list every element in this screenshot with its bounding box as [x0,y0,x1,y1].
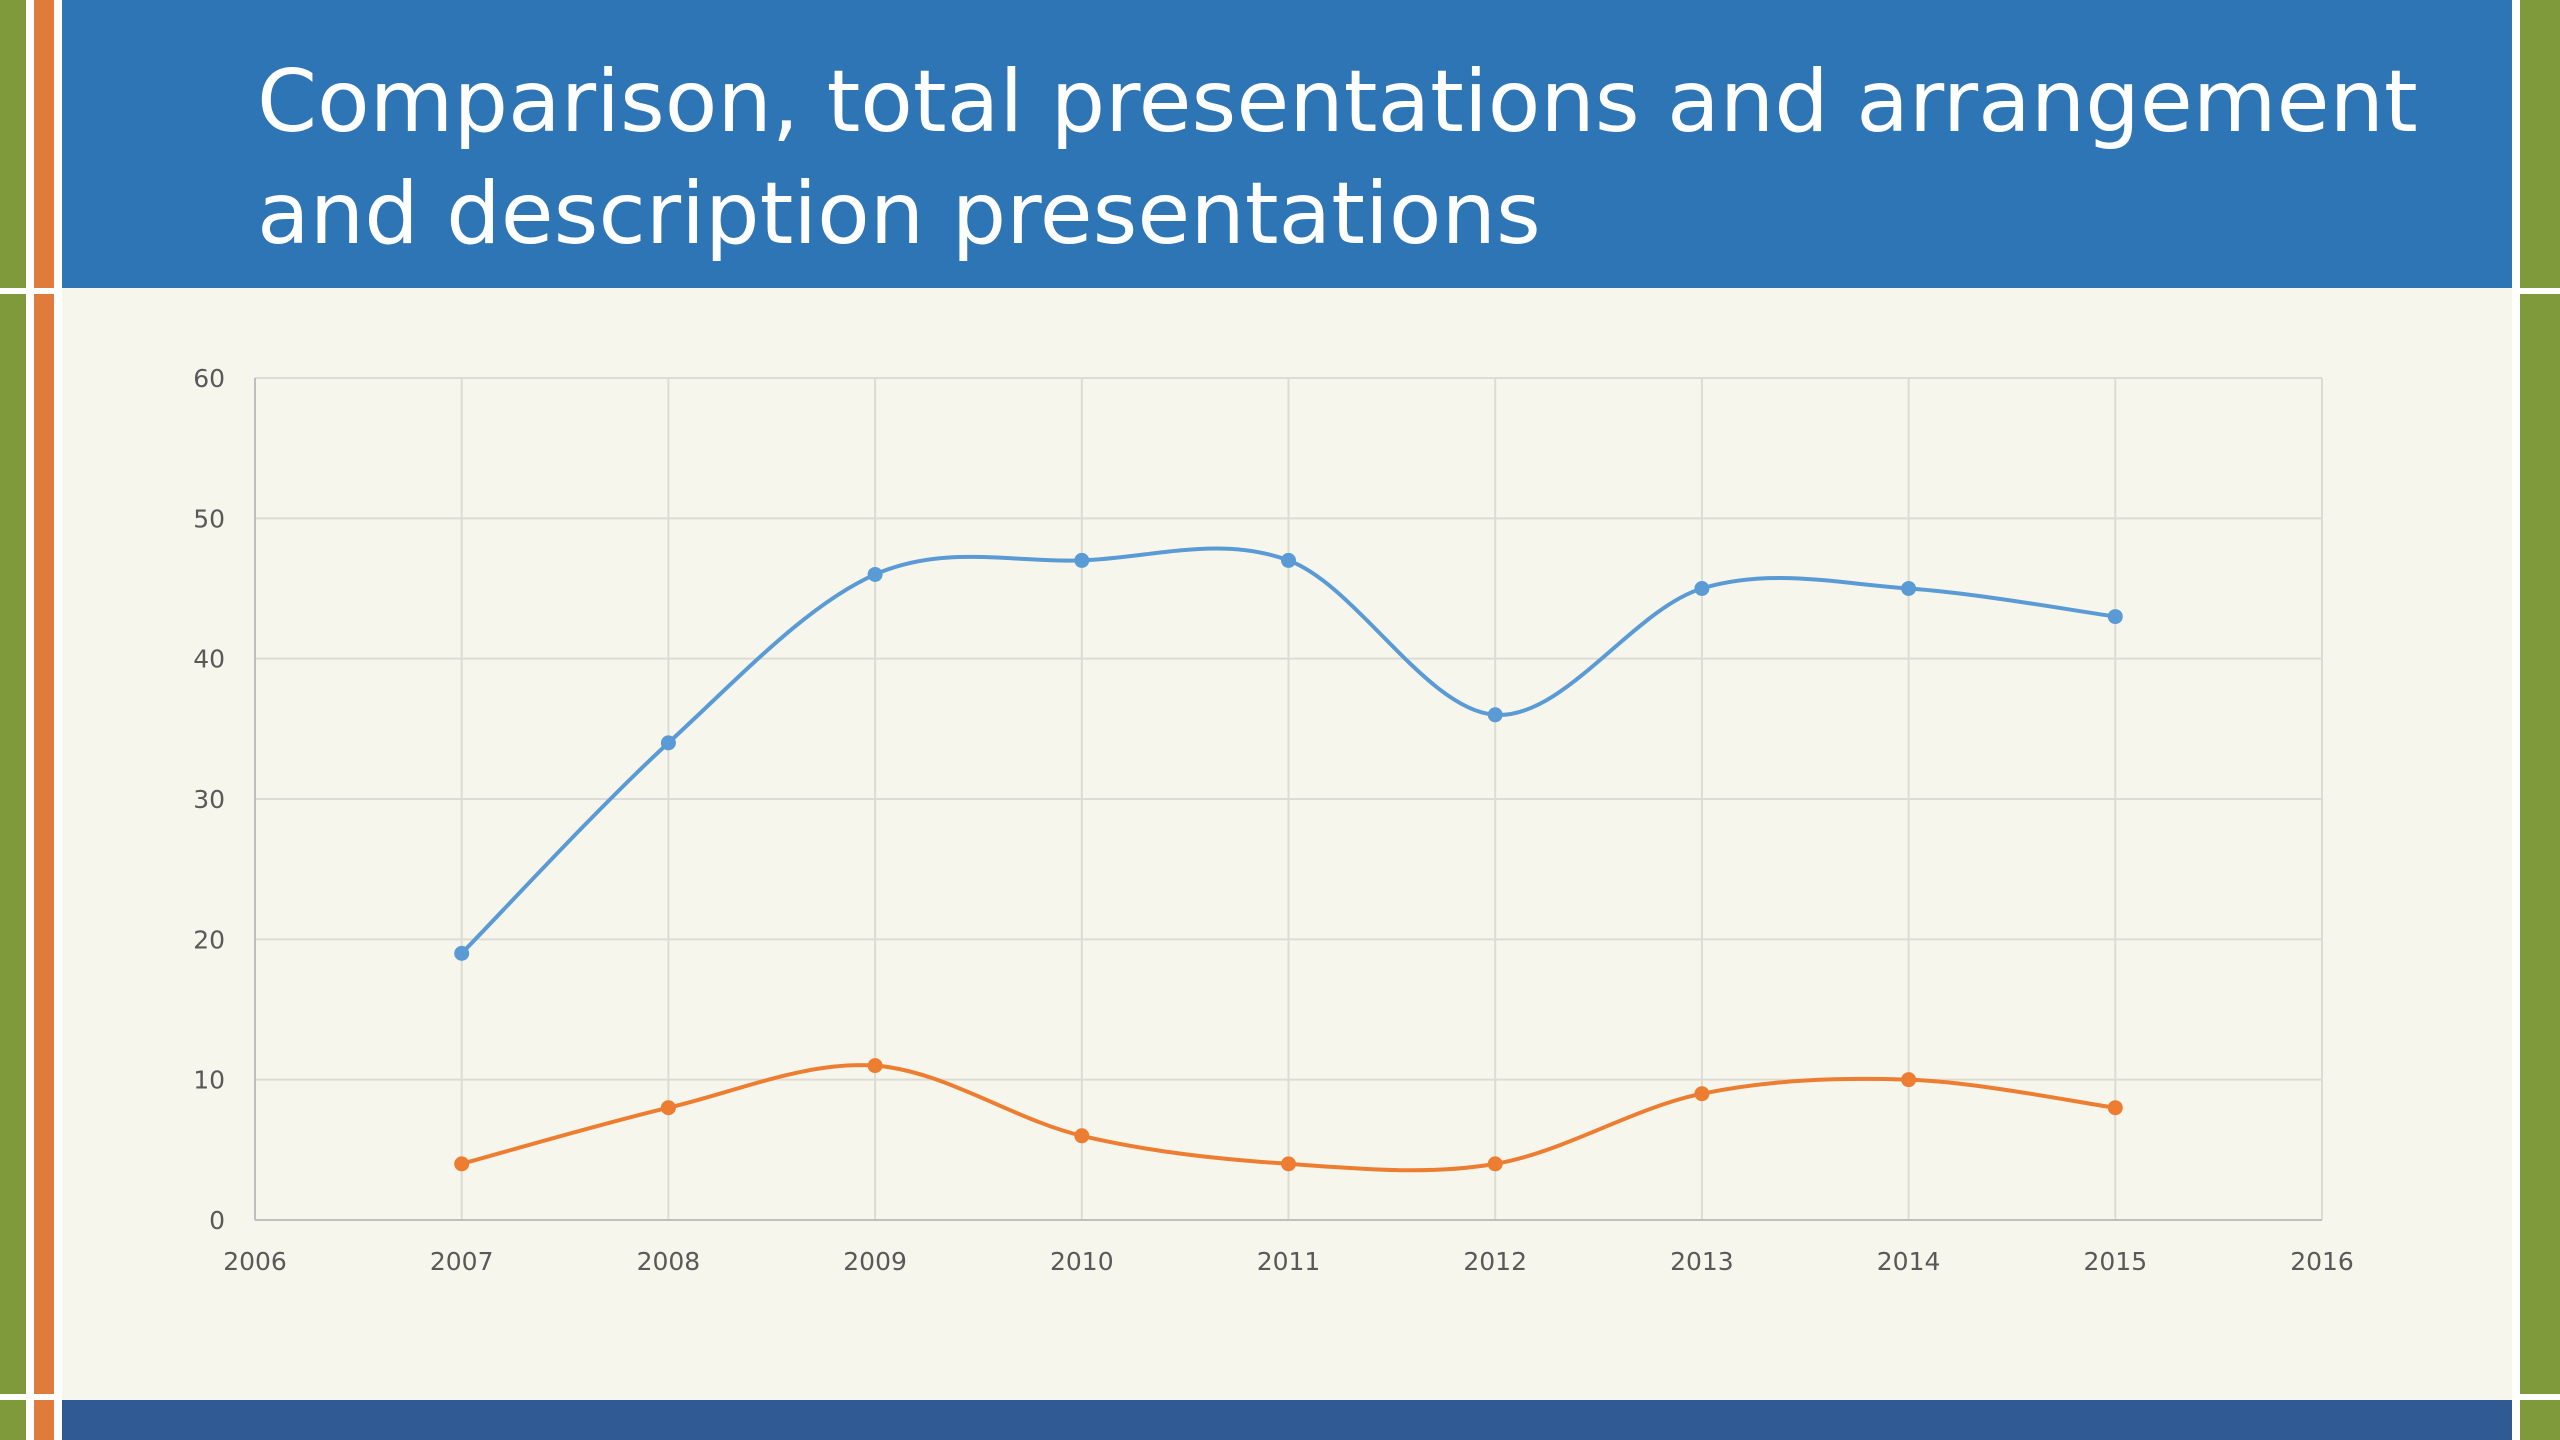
right-border-white [2512,0,2520,1440]
x-tick-label: 2006 [223,1247,287,1276]
slide-title: Comparison, total presentations and arra… [257,52,2418,264]
series-point-1 [454,1156,470,1172]
series-point-0 [1901,581,1917,596]
series-point-1 [1281,1156,1296,1172]
series-point-0 [1074,552,1090,568]
series-point-1 [867,1058,883,1074]
border-separator [2512,1394,2560,1400]
y-tick-label: 10 [193,1066,225,1095]
series-point-1 [1694,1086,1710,1102]
series-point-1 [1074,1128,1090,1144]
x-tick-label: 2008 [637,1247,701,1276]
left-border-orange [34,0,54,1440]
bottom-banner [62,1400,2512,1440]
y-tick-label: 50 [193,504,225,533]
y-tick-label: 60 [193,364,225,393]
chart-axes [254,378,2322,1221]
border-separator [0,288,62,294]
series-point-0 [2107,609,2123,625]
series-point-0 [660,735,676,751]
left-border-white-inner [54,0,62,1440]
x-tick-label: 2007 [430,1247,494,1276]
chart-series [454,546,2123,1173]
title-banner: Comparison, total presentations and arra… [62,0,2512,288]
x-tick-label: 2013 [1670,1247,1734,1276]
x-tick-label: 2012 [1463,1247,1527,1276]
chart-gridlines [254,377,2323,1221]
x-tick-label: 2009 [843,1247,907,1276]
right-border-green [2520,0,2560,1440]
series-point-1 [1901,1072,1917,1088]
x-tick-label: 2015 [2083,1247,2147,1276]
y-tick-label: 40 [193,645,225,674]
series-point-0 [454,945,470,961]
series-point-0 [1694,581,1710,596]
series-point-0 [1487,707,1503,723]
series-point-0 [1281,552,1296,568]
left-border-white [26,0,34,1440]
y-tick-label: 0 [209,1206,225,1235]
border-separator [2512,288,2560,294]
x-tick-label: 2016 [2290,1247,2354,1276]
border-separator [0,1394,62,1400]
series-point-1 [2107,1100,2123,1116]
y-tick-label: 30 [193,785,225,814]
x-tick-label: 2010 [1050,1247,1114,1276]
x-tick-label: 2011 [1257,1247,1321,1276]
series-point-1 [1487,1156,1503,1172]
x-tick-label: 2014 [1877,1247,1941,1276]
left-border-green [0,0,26,1440]
y-tick-label: 20 [193,925,225,954]
chart-tick-labels: 2006 2007 2008 2009 2010 2011 2012 2013 2014 2015… [193,364,2354,1276]
series-point-0 [867,566,883,582]
series-point-1 [660,1100,676,1116]
